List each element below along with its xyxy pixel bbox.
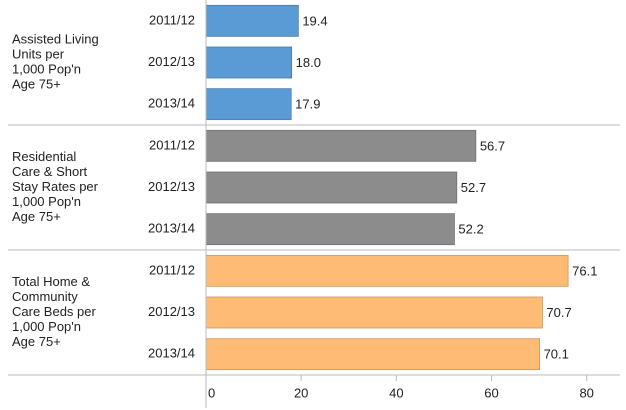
x-tick-label: 40 [389,385,403,400]
bar [205,213,455,246]
panel-label: Units per [12,46,65,61]
panel-label: 1,000 Pop'n [12,319,81,334]
bar [205,171,458,204]
category-label: 2012/13 [148,304,195,319]
bar [205,254,569,287]
value-label: 70.7 [546,305,571,320]
category-label: 2013/14 [148,221,195,236]
panel-label: Care & Short [12,164,88,179]
panel-label: Residential [12,149,76,164]
bar [205,296,543,329]
panel-label: Age 75+ [12,209,61,224]
category-label: 2012/13 [148,179,195,194]
x-tick-label: 80 [579,385,593,400]
x-tick-label: 0 [208,385,215,400]
panel-label: Age 75+ [12,76,61,91]
panel-label: Assisted Living [12,31,99,46]
panel-label: Total Home & [12,274,90,289]
x-tick-label: 60 [484,385,498,400]
value-label: 56.7 [480,138,505,153]
bar [205,338,540,371]
bar [205,88,292,121]
value-label: 76.1 [572,263,597,278]
value-label: 19.4 [302,13,327,28]
panel-label: Stay Rates per [12,179,99,194]
bar [205,4,299,37]
category-label: 2013/14 [148,346,195,361]
x-tick-label: 20 [294,385,308,400]
value-label: 52.7 [461,180,486,195]
panel-label: Age 75+ [12,334,61,349]
bar [205,129,477,162]
panel-label: 1,000 Pop'n [12,61,81,76]
category-label: 2011/12 [149,137,195,152]
category-label: 2011/12 [149,12,195,27]
bar [205,46,293,79]
category-label: 2013/14 [148,96,195,111]
category-label: 2011/12 [149,262,195,277]
value-label: 17.9 [295,97,320,112]
value-label: 18.0 [296,55,321,70]
panel-label: Care Beds per [12,304,96,319]
value-label: 52.2 [458,222,483,237]
category-label: 2012/13 [148,54,195,69]
value-label: 70.1 [544,347,569,362]
panel-label: 1,000 Pop'n [12,194,81,209]
panel-label: Community [12,289,78,304]
